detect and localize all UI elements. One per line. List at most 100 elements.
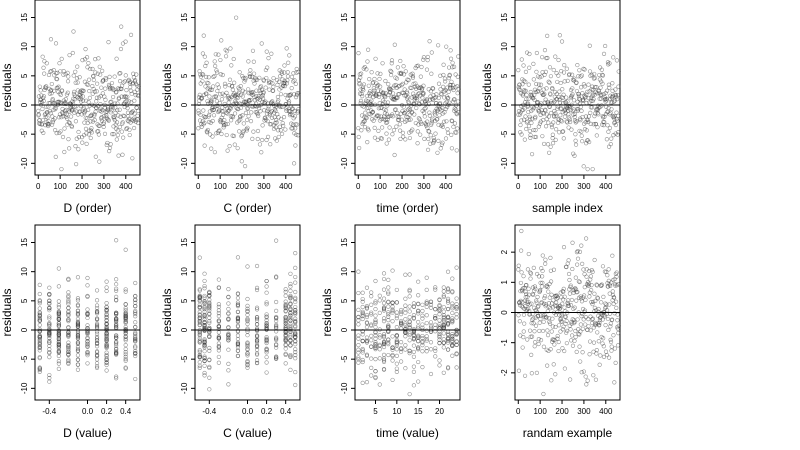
data-point — [226, 100, 231, 105]
data-point — [516, 313, 521, 318]
data-point — [450, 304, 455, 309]
data-point — [123, 316, 128, 321]
data-point — [356, 347, 361, 352]
data-point — [264, 360, 269, 365]
data-point — [269, 122, 274, 127]
data-point — [293, 318, 298, 324]
data-point — [274, 275, 279, 280]
data-point — [245, 308, 250, 313]
data-point — [110, 105, 115, 110]
data-point — [373, 375, 378, 380]
data-point — [386, 318, 391, 323]
data-point — [555, 106, 560, 111]
data-point — [216, 318, 221, 323]
data-point — [254, 358, 260, 363]
data-point — [245, 347, 250, 352]
data-point — [524, 299, 530, 304]
data-point — [273, 125, 278, 130]
data-point — [243, 75, 248, 81]
data-point — [66, 345, 71, 351]
data-point — [251, 129, 256, 134]
data-point — [399, 349, 404, 354]
data-point — [245, 102, 250, 107]
data-point — [285, 74, 291, 79]
data-point — [603, 96, 608, 102]
data-point — [66, 300, 71, 305]
data-point — [241, 121, 246, 126]
data-point — [433, 95, 438, 100]
data-point — [114, 341, 119, 346]
data-point — [230, 87, 235, 92]
data-point — [396, 115, 402, 120]
data-point — [610, 292, 616, 298]
data-point — [202, 283, 207, 289]
data-point — [526, 96, 531, 101]
x-tick-label: 15 — [414, 407, 423, 416]
data-point — [356, 126, 361, 131]
data-point — [90, 66, 95, 72]
data-point — [207, 375, 212, 380]
data-point — [570, 77, 576, 82]
data-point — [416, 345, 421, 350]
data-point — [574, 250, 580, 255]
data-point — [197, 304, 202, 310]
data-point — [232, 142, 237, 147]
data-point — [56, 311, 61, 316]
data-point — [369, 302, 374, 307]
data-point — [599, 67, 604, 72]
data-point — [407, 351, 412, 356]
data-point — [36, 94, 42, 99]
data-point — [596, 112, 601, 117]
data-point — [240, 113, 245, 118]
data-point — [601, 336, 606, 341]
data-point — [286, 93, 291, 98]
data-point — [381, 276, 387, 282]
data-point — [250, 48, 256, 53]
data-point — [394, 310, 399, 315]
data-point — [385, 117, 390, 122]
data-point — [359, 71, 364, 76]
data-point — [397, 128, 403, 133]
data-point — [103, 77, 109, 82]
data-point — [545, 284, 550, 290]
data-point — [399, 320, 404, 325]
data-point — [268, 142, 273, 147]
data-point — [202, 307, 207, 312]
data-point — [114, 335, 119, 340]
data-point — [293, 265, 298, 270]
data-point — [543, 304, 548, 309]
data-point — [532, 134, 537, 140]
data-point — [589, 72, 594, 77]
data-point — [135, 87, 140, 92]
data-point — [288, 296, 293, 301]
data-point — [437, 113, 442, 118]
x-tick-label: 0.2 — [101, 407, 113, 416]
data-point — [65, 116, 70, 121]
data-point — [364, 325, 370, 330]
data-point — [394, 300, 399, 305]
data-point — [553, 111, 558, 116]
data-point — [394, 347, 399, 352]
y-tick-label: 10 — [500, 42, 509, 51]
data-point — [226, 331, 231, 336]
data-point — [531, 321, 536, 326]
data-point — [517, 82, 522, 87]
data-point — [439, 92, 444, 97]
data-point — [365, 59, 370, 64]
data-point — [582, 84, 587, 89]
data-point — [266, 106, 271, 111]
data-point — [274, 238, 279, 243]
data-point — [296, 107, 301, 112]
data-point — [293, 289, 298, 295]
data-point — [264, 312, 269, 317]
data-point — [197, 288, 202, 293]
data-point — [254, 305, 260, 310]
data-point — [216, 354, 221, 360]
data-point — [246, 87, 251, 92]
data-point — [114, 277, 119, 282]
data-point — [580, 139, 585, 144]
data-point — [107, 145, 113, 151]
data-point — [54, 131, 59, 136]
data-point — [427, 113, 432, 118]
